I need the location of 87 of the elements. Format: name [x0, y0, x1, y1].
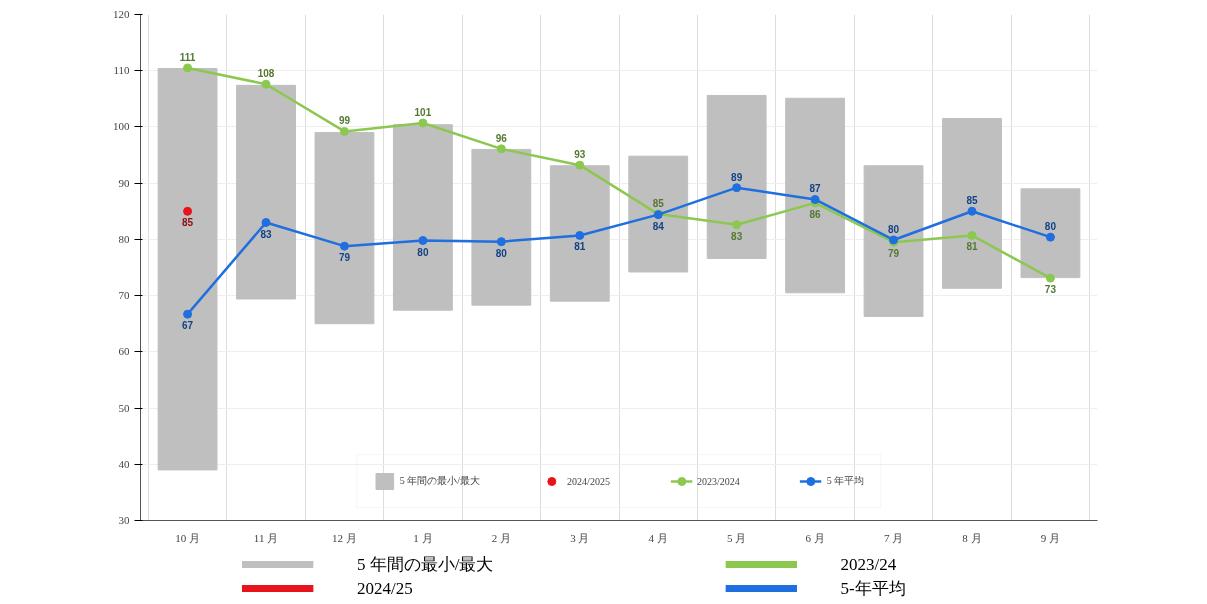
text: 2024/25 — [356, 579, 413, 598]
bar — [392, 124, 453, 311]
data-label: 85 — [182, 217, 194, 229]
y-tick-label: 30 — [118, 514, 130, 526]
y-tick-label: 110 — [113, 64, 130, 77]
x-tick-label: 10 月 — [175, 531, 200, 544]
data-label: 80 — [495, 247, 508, 259]
x-tick-label: 4 月 — [648, 531, 668, 544]
data-label: 85 — [652, 198, 665, 210]
legend-label: 5 年平均 — [826, 474, 865, 488]
y-tick-label: 90 — [118, 176, 130, 189]
data-label: 101 — [414, 107, 432, 119]
data-label: 89 — [731, 171, 743, 183]
data-label: 80 — [887, 223, 900, 235]
bar — [863, 165, 924, 317]
data-label: 87 — [809, 183, 822, 195]
y-tick-label: 120 — [113, 8, 130, 20]
data-label: 79 — [338, 252, 351, 264]
y-tick-label: 40 — [118, 457, 130, 470]
data-label: 67 — [182, 320, 194, 332]
point — [183, 309, 193, 319]
point — [339, 126, 349, 136]
x-tick-label: 2 月 — [491, 531, 511, 544]
bar — [942, 118, 1002, 289]
point — [496, 144, 506, 154]
y-tick-label: 80 — [118, 232, 130, 245]
point — [732, 220, 742, 230]
data-label: 86 — [809, 208, 822, 220]
data-label: 83 — [731, 230, 743, 242]
x-tick-label: 5 月 — [727, 531, 747, 544]
data-label: 79 — [887, 248, 900, 260]
data-label: 84 — [652, 220, 665, 232]
text: 5 年間の最小/最大 — [356, 555, 494, 574]
data-label: 80 — [1044, 221, 1057, 233]
legend-label: 5 年間の最小/最大 — [399, 474, 481, 488]
point — [183, 206, 193, 216]
legend-label: 2024/2025 — [567, 475, 610, 487]
bar — [471, 148, 532, 306]
bar — [549, 165, 610, 302]
data-label: 83 — [260, 228, 273, 240]
point — [261, 218, 271, 228]
bar — [628, 155, 689, 273]
bar — [706, 94, 767, 259]
legend-label: 2023/2024 — [696, 475, 740, 487]
data-label: 108 — [257, 68, 275, 80]
data-label: 111 — [179, 51, 196, 63]
point — [1045, 273, 1055, 283]
data-label: 99 — [338, 115, 351, 127]
point — [183, 63, 193, 73]
text: 2023/24 — [840, 555, 897, 574]
point — [1045, 232, 1055, 242]
point — [339, 241, 349, 251]
bar — [314, 132, 375, 325]
point — [967, 230, 977, 240]
point — [418, 118, 428, 128]
point — [810, 194, 820, 204]
data-label: 73 — [1044, 284, 1057, 296]
y-tick-label: 50 — [118, 401, 130, 414]
x-tick-label: 11 月 — [253, 531, 279, 544]
bar — [1020, 188, 1081, 279]
x-tick-label: 8 月 — [962, 531, 982, 544]
data-label: 93 — [574, 149, 586, 161]
point — [575, 230, 585, 240]
x-tick-label: 6 月 — [805, 531, 825, 544]
point — [732, 183, 742, 193]
bar — [785, 97, 846, 294]
x-tick-label: 7 月 — [883, 531, 904, 544]
y-tick-label: 60 — [118, 345, 130, 358]
data-label: 96 — [495, 132, 508, 144]
x-tick-label: 3 月 — [570, 531, 590, 544]
x-tick-label: 1 月 — [413, 531, 433, 544]
data-label: 80 — [417, 246, 429, 258]
data-label: 81 — [574, 241, 586, 253]
x-tick-label: 12 月 — [332, 531, 357, 544]
x-tick-label: 9 月 — [1040, 531, 1061, 544]
point — [418, 236, 428, 246]
point — [261, 79, 271, 89]
point — [496, 237, 506, 247]
point — [967, 206, 977, 216]
bar — [236, 84, 296, 300]
data-label: 81 — [966, 241, 978, 253]
point — [575, 160, 585, 170]
y-tick-label: 70 — [118, 289, 130, 302]
data-label: 85 — [966, 195, 978, 207]
bar — [157, 67, 218, 471]
text: 5-年平均 — [840, 579, 906, 598]
y-tick-label: 100 — [113, 120, 130, 133]
